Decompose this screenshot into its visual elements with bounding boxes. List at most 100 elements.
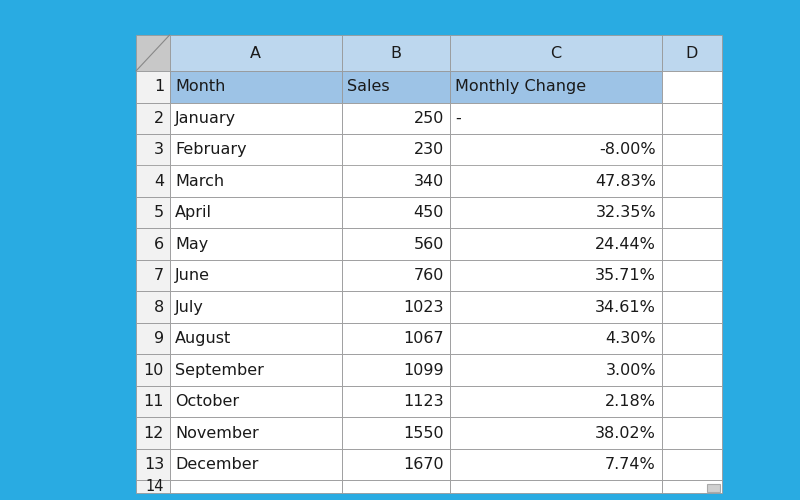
Bar [170, 35, 342, 71]
Text: 7: 7 [154, 268, 164, 283]
Bar [170, 292, 342, 323]
Bar [450, 71, 662, 102]
Text: 35.71%: 35.71% [595, 268, 656, 283]
Text: 1023: 1023 [403, 300, 444, 314]
Bar [342, 197, 450, 228]
Bar [136, 102, 170, 134]
Bar [342, 35, 450, 71]
Text: 32.35%: 32.35% [595, 205, 656, 220]
Bar [450, 35, 662, 71]
Bar [170, 386, 342, 418]
Text: 1067: 1067 [403, 331, 444, 346]
Text: 1: 1 [154, 79, 164, 94]
Bar [136, 480, 170, 493]
Bar [170, 197, 342, 228]
Bar [450, 449, 662, 480]
Bar [170, 102, 342, 134]
Bar [450, 134, 662, 166]
Bar [662, 354, 722, 386]
Text: 7.74%: 7.74% [606, 457, 656, 472]
Bar [170, 354, 342, 386]
Bar [662, 260, 722, 292]
Bar [450, 166, 662, 197]
Text: June: June [175, 268, 210, 283]
Bar [662, 323, 722, 354]
Text: July: July [175, 300, 204, 314]
Bar [170, 260, 342, 292]
Text: 3.00%: 3.00% [606, 362, 656, 378]
Bar [450, 354, 662, 386]
Bar [136, 166, 170, 197]
Bar [450, 418, 662, 449]
Bar [662, 102, 722, 134]
Bar [662, 166, 722, 197]
Text: 38.02%: 38.02% [595, 426, 656, 440]
Text: February: February [175, 142, 247, 157]
Bar [136, 323, 170, 354]
Text: Sales: Sales [347, 79, 390, 94]
Bar [450, 260, 662, 292]
Bar [170, 166, 342, 197]
Bar [342, 71, 450, 102]
Bar [662, 418, 722, 449]
Bar [450, 228, 662, 260]
Text: 12: 12 [144, 426, 164, 440]
Text: 9: 9 [154, 331, 164, 346]
Bar [450, 197, 662, 228]
Text: 14: 14 [146, 479, 164, 494]
Text: May: May [175, 236, 209, 252]
Bar [662, 197, 722, 228]
Text: 2: 2 [154, 111, 164, 126]
Text: B: B [390, 46, 401, 60]
Text: April: April [175, 205, 212, 220]
Bar [342, 418, 450, 449]
Bar [136, 134, 170, 166]
Text: C: C [550, 46, 561, 60]
Text: March: March [175, 174, 224, 188]
Text: D: D [686, 46, 698, 60]
Bar [450, 292, 662, 323]
Bar [170, 228, 342, 260]
Text: September: September [175, 362, 264, 378]
Text: -8.00%: -8.00% [599, 142, 656, 157]
Bar [662, 134, 722, 166]
Text: October: October [175, 394, 239, 409]
Text: 230: 230 [414, 142, 444, 157]
Bar [170, 449, 342, 480]
Text: 340: 340 [414, 174, 444, 188]
Text: 3: 3 [154, 142, 164, 157]
Text: 5: 5 [154, 205, 164, 220]
Bar [662, 386, 722, 418]
Bar [342, 354, 450, 386]
Text: 24.44%: 24.44% [595, 236, 656, 252]
Text: 11: 11 [143, 394, 164, 409]
Text: 450: 450 [414, 205, 444, 220]
Bar [662, 449, 722, 480]
Bar [342, 228, 450, 260]
Bar [342, 480, 450, 493]
Text: 4: 4 [154, 174, 164, 188]
Bar [136, 228, 170, 260]
Text: 4.30%: 4.30% [606, 331, 656, 346]
Bar [136, 197, 170, 228]
Text: 250: 250 [414, 111, 444, 126]
Bar [342, 323, 450, 354]
Bar [170, 323, 342, 354]
Bar [662, 292, 722, 323]
Bar [136, 418, 170, 449]
Text: August: August [175, 331, 231, 346]
Bar [170, 71, 342, 102]
Text: November: November [175, 426, 259, 440]
Bar [450, 102, 662, 134]
Text: December: December [175, 457, 258, 472]
Text: 1123: 1123 [403, 394, 444, 409]
Bar [136, 292, 170, 323]
Bar [662, 228, 722, 260]
Text: Month: Month [175, 79, 226, 94]
Text: -: - [455, 111, 461, 126]
Text: 1099: 1099 [403, 362, 444, 378]
Text: 560: 560 [414, 236, 444, 252]
Text: 47.83%: 47.83% [595, 174, 656, 188]
Bar [342, 292, 450, 323]
Text: 2.18%: 2.18% [605, 394, 656, 409]
